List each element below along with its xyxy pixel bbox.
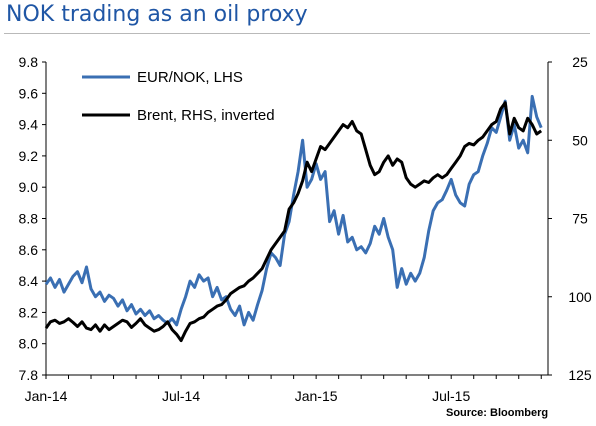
left-tick-label: 8.4 [19, 273, 39, 289]
x-tick-label: Jul-14 [162, 388, 200, 404]
brent-series-line [44, 101, 543, 343]
legend-label-eurnok: EUR/NOK, LHS [137, 69, 243, 86]
left-tick-label: 8.8 [19, 211, 39, 227]
eurnok-series-line [44, 94, 543, 327]
left-tick-label: 9.2 [19, 148, 39, 164]
left-tick-label: 9.4 [19, 117, 39, 133]
left-tick-label: 9.6 [19, 85, 39, 101]
right-tick-label: 25 [572, 54, 588, 70]
left-tick-label: 7.8 [19, 367, 39, 383]
right-tick-label: 100 [568, 289, 592, 305]
x-axis: Jan-14 Jul-14 Jan-15 Jul-15 [25, 375, 542, 404]
left-y-axis: 7.8 8.0 8.2 8.4 8.6 8.8 9.0 9.2 9.4 9.6 9.8 [19, 54, 46, 383]
x-tick-label: Jan-15 [295, 388, 338, 404]
source-note: Source: Bloomberg [446, 407, 549, 419]
right-y-axis: 25 50 75 100 125 [548, 54, 592, 383]
left-tick-label: 8.6 [19, 242, 39, 258]
series-layer [44, 94, 543, 343]
title-divider [4, 33, 590, 34]
right-tick-label: 75 [572, 211, 588, 227]
x-tick-label: Jan-14 [25, 388, 68, 404]
left-tick-label: 8.0 [19, 336, 39, 352]
x-tick-label: Jul-15 [432, 388, 470, 404]
legend: EUR/NOK, LHS Brent, RHS, inverted [82, 69, 275, 124]
left-tick-label: 9.8 [19, 54, 39, 70]
left-tick-label: 8.2 [19, 304, 39, 320]
chart-axes [45, 62, 549, 376]
legend-label-brent: Brent, RHS, inverted [137, 107, 275, 124]
left-tick-label: 9.0 [19, 179, 39, 195]
chart-title: NOK trading as an oil proxy [6, 2, 308, 27]
right-tick-label: 50 [572, 132, 588, 148]
right-tick-label: 125 [568, 367, 592, 383]
